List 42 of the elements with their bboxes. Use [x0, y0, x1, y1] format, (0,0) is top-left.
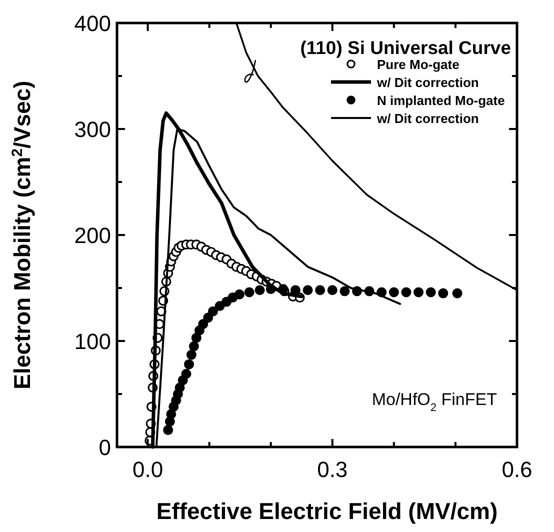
point — [181, 368, 192, 379]
point — [388, 287, 399, 298]
point — [254, 285, 265, 296]
point — [208, 306, 218, 316]
point — [184, 359, 194, 370]
point — [426, 287, 436, 298]
point — [452, 288, 462, 298]
point — [234, 289, 244, 300]
point — [290, 285, 300, 296]
y-tick-label: 100 — [74, 329, 111, 354]
y-tick-label: 200 — [74, 223, 111, 248]
point — [214, 301, 225, 312]
point — [327, 285, 338, 296]
point — [302, 285, 313, 296]
point — [315, 285, 326, 296]
x-tick-label: 0.0 — [132, 457, 164, 482]
text: (110) Si Universal Curve — [300, 37, 511, 58]
point — [166, 409, 176, 420]
annotation: Mo/HfO$_{2}$ FinFET — [372, 390, 497, 414]
point — [340, 286, 350, 296]
x-tick-label: 0.6 — [502, 457, 532, 482]
point — [414, 287, 424, 298]
legend-label: N implanted Mo-gate — [377, 93, 505, 108]
point — [198, 319, 208, 330]
legend-label: w/ Dit correction — [376, 75, 479, 90]
y-tick-label: 300 — [74, 117, 111, 142]
point — [401, 287, 412, 298]
point — [163, 425, 174, 436]
point — [266, 284, 276, 294]
point — [203, 312, 214, 323]
point — [188, 341, 199, 352]
x-axis-title: Effective Electric Field (MV/cm) — [156, 498, 498, 524]
point — [174, 382, 185, 393]
point — [186, 350, 196, 360]
y-tick-label: 0 — [98, 435, 111, 460]
point — [244, 287, 254, 298]
x-tick-label: 0.3 — [317, 457, 348, 482]
point — [191, 332, 202, 343]
legend-label: Pure Mo-gate — [377, 57, 460, 72]
legend-label: w/ Dit correction — [376, 111, 479, 126]
point — [438, 288, 448, 298]
y-tick-label: 400 — [74, 11, 111, 36]
